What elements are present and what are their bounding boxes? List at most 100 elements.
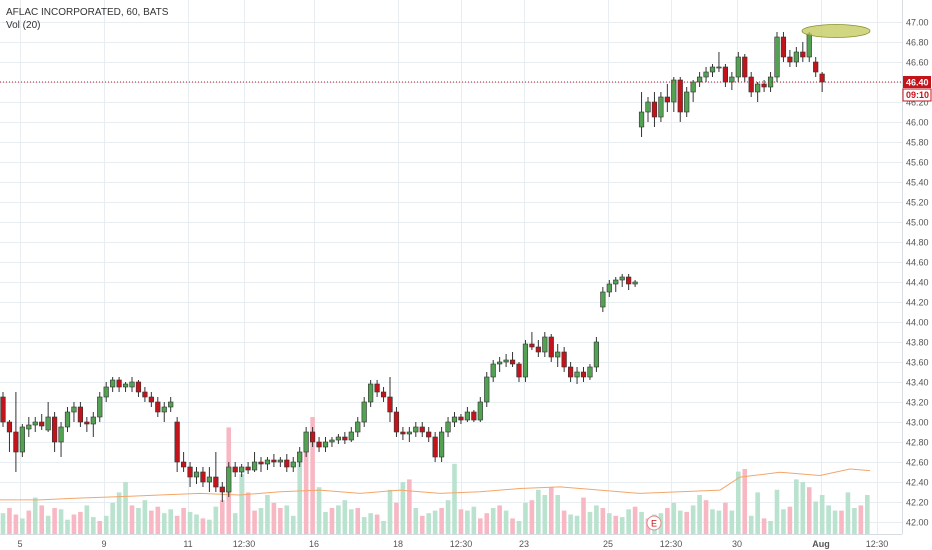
volume-bar (129, 505, 135, 534)
volume-bar (523, 502, 528, 534)
volume-bar (574, 515, 580, 534)
volume-bar (194, 514, 199, 534)
candle (110, 377, 116, 392)
candle-body (26, 424, 32, 430)
candle (413, 422, 419, 437)
volume-bar (52, 508, 57, 534)
candle-body (671, 79, 677, 103)
candle-body (471, 411, 477, 421)
candle-body (232, 466, 238, 473)
candle (193, 467, 200, 484)
candle (374, 380, 380, 397)
volume-bar (568, 514, 573, 534)
candle (503, 354, 509, 367)
candle-body (613, 279, 619, 285)
candle-body (729, 76, 735, 83)
candle (271, 454, 277, 467)
candle (206, 467, 213, 492)
candle (342, 432, 348, 444)
candle-body (626, 276, 632, 285)
candle (800, 42, 806, 62)
candle-body (638, 111, 645, 128)
volume-bar (432, 510, 438, 534)
candle-body (561, 351, 567, 368)
candle-body (742, 56, 748, 78)
y-tick-label: 45.00 (906, 218, 929, 228)
candle (464, 407, 471, 422)
candle-body (542, 336, 548, 353)
volume-bar (806, 487, 812, 534)
volume-bar (865, 495, 870, 534)
volume-bar (445, 500, 451, 534)
candle (335, 434, 342, 444)
candle-body (503, 359, 509, 363)
candle-body (284, 459, 290, 468)
candle-body (303, 431, 309, 453)
volume-bar (394, 502, 399, 534)
candle-body (587, 366, 593, 378)
earnings-event-marker: E (646, 515, 662, 531)
volume-bar (497, 505, 502, 534)
candle (445, 417, 451, 437)
candle (484, 372, 490, 407)
candle-body (0, 396, 6, 423)
y-tick-label: 42.80 (906, 438, 929, 448)
candle-body (600, 291, 606, 308)
candle-body (32, 421, 38, 426)
candle-body (606, 283, 612, 293)
candle (64, 407, 71, 432)
candle (380, 387, 387, 402)
volume-bar (478, 518, 483, 534)
candle (148, 392, 154, 407)
volume-bar (142, 500, 148, 534)
candle (716, 52, 722, 72)
candle-body (806, 33, 812, 58)
volume-bar (600, 508, 606, 534)
candle (780, 32, 787, 62)
volume-bar (407, 479, 412, 534)
candle-body (387, 396, 393, 413)
candle (393, 407, 400, 437)
volume-bar (232, 513, 238, 534)
x-tick-label: 12:30 (233, 539, 256, 549)
volume-bar (768, 521, 773, 534)
volume-bar (58, 509, 64, 534)
volume-bar (439, 508, 444, 534)
candle (103, 382, 109, 402)
volume-bar (465, 510, 470, 534)
volume-bar (748, 515, 754, 534)
y-tick-label: 44.80 (906, 238, 929, 248)
candle-body (664, 96, 670, 103)
candle (567, 362, 574, 382)
candle-body (251, 461, 258, 471)
volume-bar (91, 517, 96, 534)
candle (0, 392, 6, 427)
volume-bar (529, 500, 535, 534)
candle (116, 377, 122, 392)
candle-body (181, 461, 187, 468)
volume-bar (555, 495, 560, 534)
grid-lines (0, 0, 902, 534)
candle-body (651, 101, 658, 118)
candle (555, 344, 561, 367)
candle-body (226, 466, 232, 493)
y-tick-label: 46.00 (906, 118, 929, 128)
candle-body (290, 461, 296, 468)
candle (161, 402, 167, 422)
volume-bar (858, 505, 864, 534)
candle (361, 397, 367, 427)
volume-bar (349, 509, 354, 534)
candle-body (84, 421, 90, 425)
candle (587, 364, 593, 380)
y-tick-label: 43.20 (906, 398, 929, 408)
event-marker-circle (646, 515, 662, 531)
candle (213, 452, 219, 492)
candle-body (193, 471, 200, 478)
candle-body (619, 276, 625, 281)
volume-bar (484, 513, 490, 534)
candle-body (497, 361, 503, 365)
volume-bar (32, 497, 38, 534)
volume-bar (220, 500, 225, 534)
candle (58, 422, 64, 457)
